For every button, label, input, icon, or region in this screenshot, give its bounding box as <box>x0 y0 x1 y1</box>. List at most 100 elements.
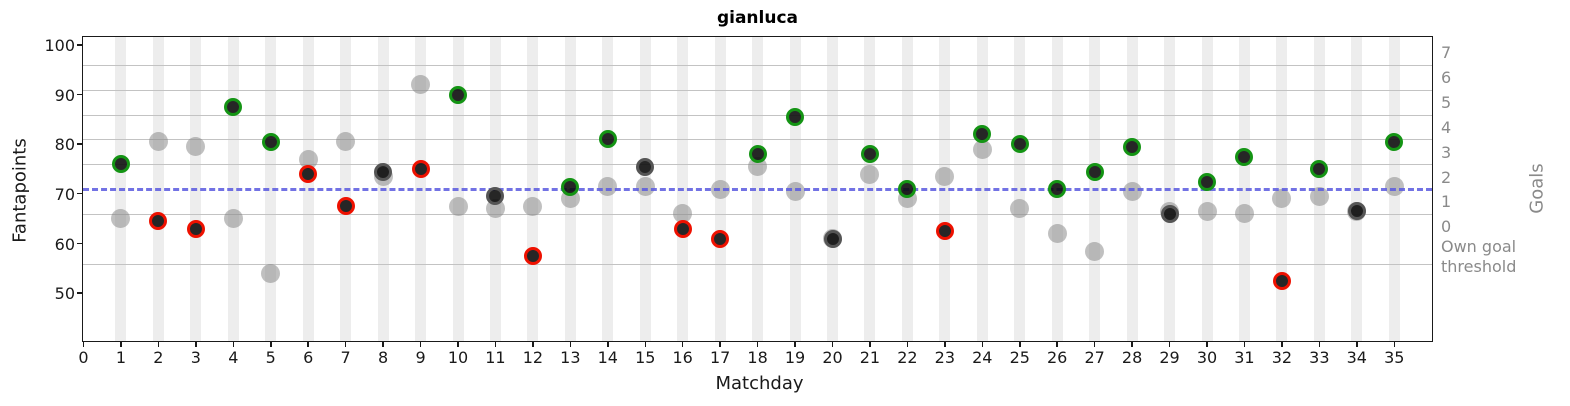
goal-threshold-gridline <box>83 114 1432 116</box>
x-tick-mark <box>344 341 347 347</box>
secondary-gray-dot <box>186 137 206 157</box>
x-tick-label: 30 <box>1196 348 1218 367</box>
goal-threshold-gridline <box>83 89 1432 91</box>
secondary-gray-dot <box>785 181 805 201</box>
y-right-tick-label: 0 <box>1441 217 1452 237</box>
x-tick-mark <box>457 341 459 347</box>
x-tick-mark <box>82 341 85 347</box>
secondary-gray-dot <box>336 132 356 152</box>
fantapoints-dot <box>299 165 318 184</box>
y-left-tick-label: 90 <box>54 85 75 105</box>
x-tick-label: 22 <box>897 348 918 367</box>
x-tick-mark <box>869 341 871 347</box>
x-tick-label: 10 <box>447 348 469 367</box>
y-left-tick-mark <box>77 192 83 195</box>
x-tick-label: 27 <box>1084 348 1105 367</box>
fantapoints-dot <box>898 180 917 198</box>
secondary-gray-dot <box>972 139 992 159</box>
fantapoints-dot <box>336 197 355 216</box>
fantapoints-dot <box>411 160 430 179</box>
goal-threshold-gridline <box>83 213 1432 215</box>
x-tick-mark <box>569 341 572 347</box>
fantapoints-dot <box>1123 137 1142 156</box>
reference-dashed-line <box>83 187 1432 191</box>
fantapoints-dot <box>486 187 505 206</box>
own-goal-threshold-label: Own goal threshold <box>1441 237 1516 277</box>
x-tick-label: 28 <box>1121 348 1143 367</box>
x-tick-label: 1 <box>115 348 127 367</box>
fantapoints-dot <box>823 229 842 248</box>
x-tick-mark <box>195 341 197 347</box>
x-tick-label: 12 <box>522 348 544 367</box>
secondary-gray-dot <box>935 167 955 187</box>
x-tick-label: 4 <box>228 348 239 367</box>
x-tick-mark <box>906 341 909 347</box>
x-tick-mark <box>1056 341 1058 347</box>
x-tick-mark <box>494 341 497 347</box>
x-tick-label: 33 <box>1309 348 1330 367</box>
secondary-gray-dot <box>448 196 468 216</box>
y-left-tick-label: 50 <box>54 284 75 304</box>
fantapoints-dot <box>1347 202 1366 221</box>
goal-threshold-gridline <box>83 139 1432 141</box>
fantapoints-dot <box>186 219 205 238</box>
y-axis-left-label: Fantapoints <box>9 138 31 243</box>
x-tick-label: 2 <box>153 348 164 367</box>
x-tick-label: 17 <box>709 348 731 367</box>
secondary-gray-dot <box>635 177 655 197</box>
fantapoints-dot <box>860 145 879 164</box>
x-tick-mark <box>532 341 534 347</box>
x-tick-label: 24 <box>972 348 993 367</box>
fantapoints-dot <box>149 212 168 231</box>
x-tick-label: 35 <box>1384 348 1405 367</box>
y-right-tick-label: 6 <box>1441 68 1452 88</box>
fantapoints-dot <box>748 145 767 164</box>
x-tick-mark <box>1206 341 1208 347</box>
fantapoints-dot <box>973 125 992 144</box>
x-tick-mark <box>382 341 384 347</box>
x-tick-label: 3 <box>190 348 201 367</box>
x-tick-label: 14 <box>597 348 618 367</box>
secondary-gray-dot <box>411 75 431 95</box>
y-right-tick-label: 1 <box>1441 192 1452 212</box>
x-tick-mark <box>644 341 646 347</box>
x-tick-label: 20 <box>822 348 843 367</box>
x-tick-label: 11 <box>485 348 506 367</box>
y-left-tick-mark <box>77 143 83 145</box>
secondary-gray-dot <box>1122 181 1142 201</box>
y-right-tick-label: 3 <box>1441 142 1452 162</box>
x-tick-mark <box>232 341 235 347</box>
x-tick-mark <box>1356 341 1358 347</box>
x-tick-mark <box>607 341 609 347</box>
fantapoints-dot <box>1160 204 1179 223</box>
fantapoints-dot <box>1085 162 1104 181</box>
x-tick-mark <box>419 341 422 347</box>
secondary-gray-dot <box>1272 189 1292 209</box>
secondary-gray-dot <box>1047 224 1067 244</box>
fantapoints-dot <box>598 130 617 149</box>
x-tick-mark <box>1243 341 1246 347</box>
fantapoints-dot <box>1385 132 1404 151</box>
x-tick-label: 26 <box>1047 348 1068 367</box>
secondary-gray-dot <box>111 209 131 229</box>
x-tick-mark <box>981 341 984 347</box>
fantapoints-dot <box>1272 271 1291 290</box>
x-tick-mark <box>270 341 272 347</box>
x-tick-mark <box>1318 341 1321 347</box>
fantapoints-dot <box>786 108 805 126</box>
secondary-gray-dot <box>598 177 618 197</box>
x-tick-mark <box>944 341 946 347</box>
x-tick-label: 21 <box>859 348 881 367</box>
fantapoints-dot <box>1198 172 1216 191</box>
x-tick-label: 19 <box>784 348 806 367</box>
secondary-gray-dot <box>1085 241 1105 261</box>
fantapoints-dot <box>224 98 243 117</box>
y-left-tick-label: 70 <box>54 184 75 204</box>
fantapoints-dot <box>561 177 580 196</box>
x-tick-mark <box>681 341 684 347</box>
x-tick-label: 32 <box>1271 348 1293 367</box>
x-tick-label: 6 <box>303 348 314 367</box>
x-tick-label: 34 <box>1346 348 1367 367</box>
x-axis-label: Matchday <box>715 373 804 394</box>
